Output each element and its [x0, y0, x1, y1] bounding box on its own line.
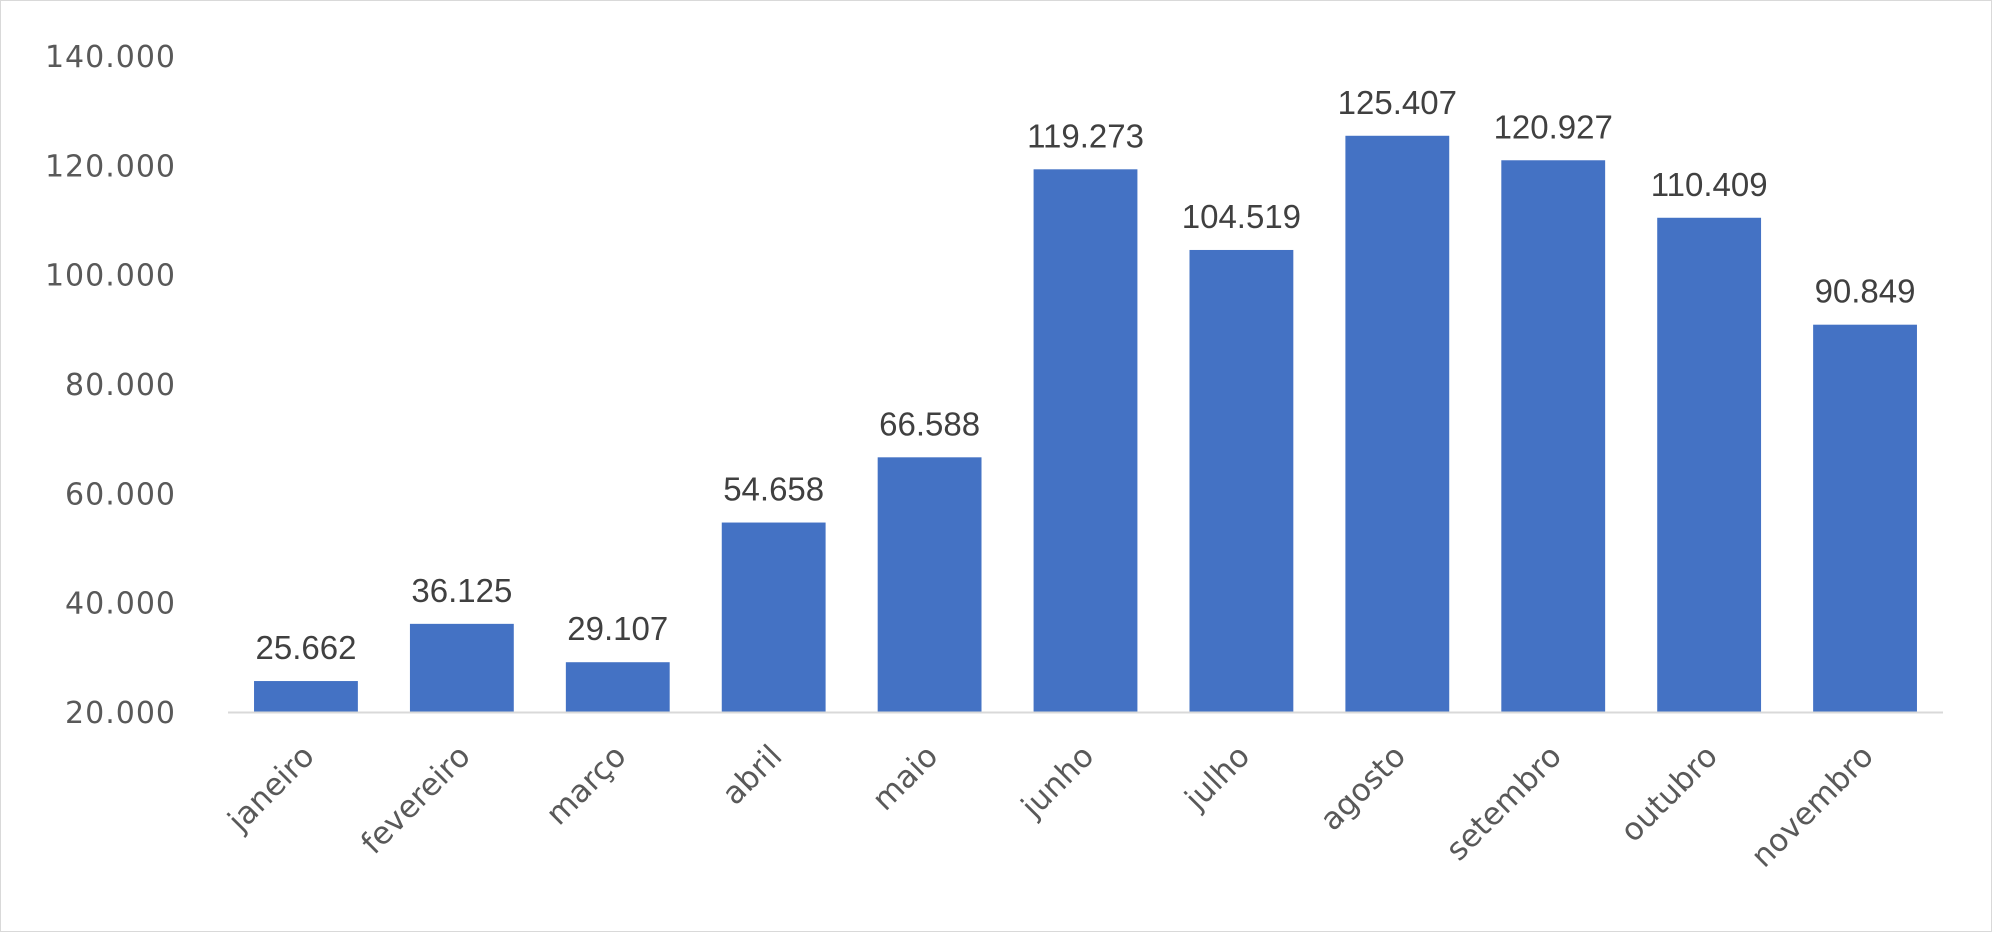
data-label: 54.658	[723, 471, 824, 508]
y-tick-label: 80.000	[65, 368, 176, 403]
data-label: 119.273	[1027, 117, 1144, 154]
data-label: 25.662	[255, 629, 356, 666]
data-label: 66.588	[879, 405, 980, 442]
bar	[409, 623, 514, 712]
data-label: 29.107	[567, 610, 668, 647]
x-tick-label: junho	[1014, 738, 1101, 825]
y-tick-label: 40.000	[65, 587, 176, 622]
bar	[1657, 217, 1762, 712]
x-tick-label: março	[539, 738, 633, 832]
y-tick-label: 20.000	[65, 696, 176, 731]
x-tick-label: outubro	[1614, 738, 1725, 849]
y-tick-label: 120.000	[45, 149, 176, 184]
data-label: 125.407	[1338, 84, 1457, 121]
bar	[1345, 135, 1450, 712]
bar	[1813, 324, 1917, 712]
data-label: 104.519	[1182, 198, 1301, 235]
y-tick-label: 140.000	[45, 40, 176, 75]
data-label: 90.849	[1815, 273, 1916, 310]
x-tick-label: maio	[865, 738, 945, 818]
y-tick-label: 100.000	[45, 259, 176, 294]
bar	[1501, 160, 1606, 712]
x-tick-label: novembro	[1744, 738, 1880, 874]
data-label: 110.409	[1651, 166, 1768, 203]
x-tick-label: janeiro	[221, 738, 322, 839]
bar	[565, 662, 670, 712]
x-tick-label: fevereiro	[354, 738, 477, 861]
bar	[254, 681, 358, 712]
bar	[877, 457, 982, 712]
bar	[721, 522, 826, 712]
bar	[1189, 249, 1294, 712]
data-label: 120.927	[1494, 108, 1613, 145]
x-tick-label: agosto	[1313, 738, 1413, 838]
bar	[1033, 169, 1138, 712]
data-label: 36.125	[411, 572, 512, 609]
x-tick-label: abril	[715, 738, 789, 812]
x-tick-label: julho	[1178, 738, 1258, 818]
y-tick-label: 60.000	[65, 477, 176, 512]
x-tick-label: setembro	[1439, 738, 1569, 868]
